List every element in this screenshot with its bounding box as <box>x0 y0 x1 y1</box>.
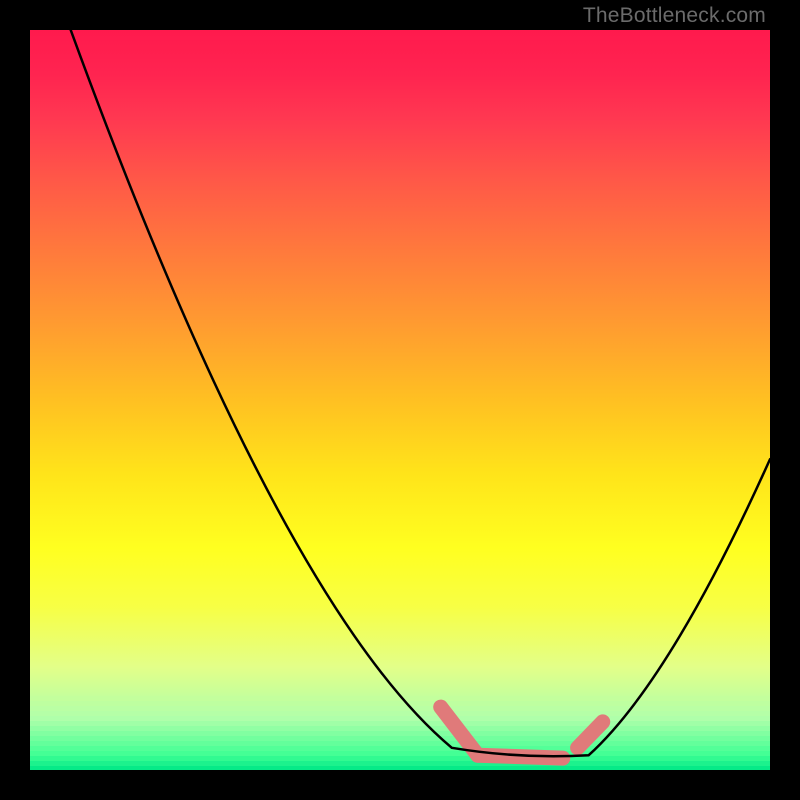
plot-area <box>30 30 770 770</box>
watermark-text: TheBottleneck.com <box>583 4 766 28</box>
curve-layer <box>30 30 770 770</box>
bottleneck-curve <box>71 30 770 756</box>
chart-frame: TheBottleneck.com <box>0 0 800 800</box>
